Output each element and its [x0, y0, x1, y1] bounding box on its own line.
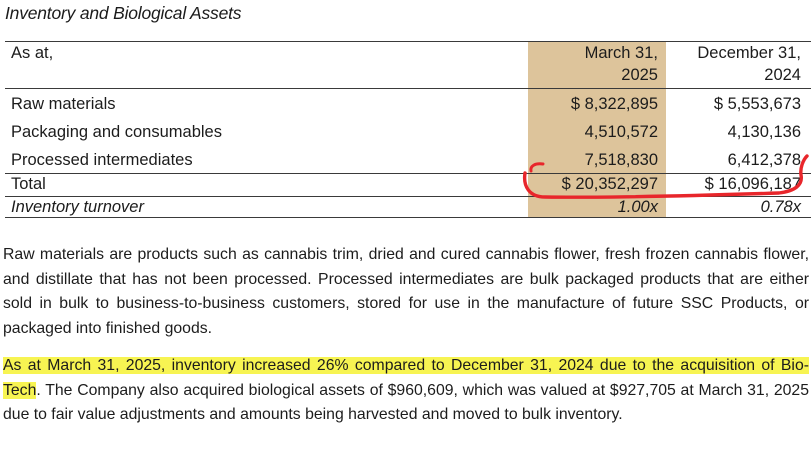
row-label: Raw materials [11, 95, 116, 113]
total-bottom-rule [5, 196, 811, 197]
header-rule [5, 88, 811, 89]
header-col2-line2: 2024 [764, 66, 801, 84]
turnover-col2-value: 0.78x [760, 198, 801, 216]
header-col1-line2: 2025 [621, 66, 658, 84]
row-col1-value: 4,510,572 [584, 123, 658, 141]
section-title: Inventory and Biological Assets [5, 3, 242, 23]
row-col2-value: $ 5,553,673 [713, 95, 801, 113]
total-top-rule [5, 173, 811, 174]
raw-materials-paragraph: Raw materials are products such as canna… [3, 246, 809, 337]
header-col2-line1: December 31, [697, 44, 801, 62]
turnover-label: Inventory turnover [11, 198, 144, 216]
inventory-table: As at, March 31, 2025 December 31, 2024 … [5, 41, 811, 218]
paragraph-continuation: . The Company also acquired biological a… [3, 381, 809, 424]
row-col2-value: 4,130,136 [727, 123, 801, 141]
row-label: Processed intermediates [11, 151, 193, 169]
inventory-change-paragraph: As at March 31, 2025, inventory increase… [3, 354, 809, 428]
row-label: Packaging and consumables [11, 123, 222, 141]
row-col2-value: 6,412,378 [727, 151, 801, 169]
row-col1-value: $ 8,322,895 [570, 95, 658, 113]
total-label: Total [11, 175, 46, 193]
table-bottom-rule [5, 217, 811, 218]
row-col1-value: 7,518,830 [584, 151, 658, 169]
turnover-col1-value: 1.00x [617, 198, 658, 216]
header-label: As at, [11, 44, 54, 62]
header-col1-line1: March 31, [584, 44, 658, 62]
total-col1-value: $ 20,352,297 [561, 175, 658, 193]
table-top-rule [5, 41, 811, 42]
total-col2-value: $ 16,096,187 [704, 175, 801, 193]
